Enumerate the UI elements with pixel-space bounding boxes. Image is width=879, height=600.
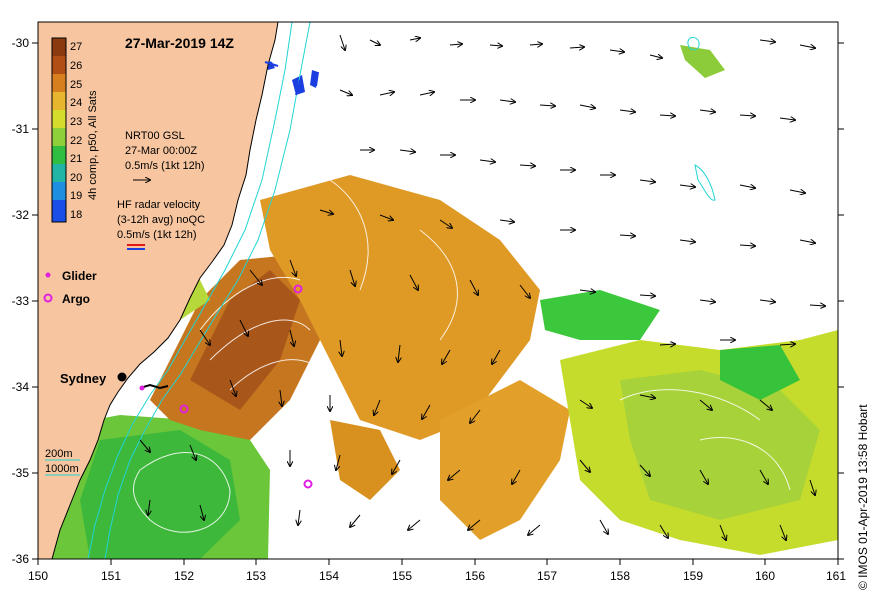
current-vectors	[139, 34, 825, 540]
y-tick-label: -36	[12, 552, 30, 566]
argo-float-2	[179, 404, 189, 414]
gsl-legend-scale: 0.5m/s (1kt 12h)	[125, 160, 204, 172]
sst-contours	[132, 179, 791, 533]
colorbar: 27 26 25 24 23 22 21 20 19 18 4h comp, p…	[51, 37, 99, 223]
sst-patch-north-small	[680, 45, 725, 78]
argo-markers	[179, 284, 313, 489]
hf-radar-vectors	[264, 61, 319, 96]
x-tick-label: 156	[465, 569, 485, 583]
colorbar-tick-label: 18	[70, 209, 82, 221]
y-tick-labels: -30 -31 -32 -33 -34 -35 -36	[12, 36, 30, 566]
depth-legend-1000m: 1000m	[45, 463, 79, 475]
glider-track	[139, 383, 169, 391]
colorbar-tick-label: 19	[70, 190, 82, 202]
land-australia	[38, 22, 279, 559]
x-tick-label: 153	[246, 569, 266, 583]
x-tick-label: 161	[826, 569, 846, 583]
x-tick-label: 160	[755, 569, 775, 583]
colorbar-tick-label: 22	[70, 135, 82, 147]
y-tick-label: -31	[12, 122, 30, 136]
colorbar-tick-label: 26	[70, 60, 82, 72]
colorbar-tick-label: 27	[70, 41, 82, 53]
depth-legend: 200m 1000m	[45, 448, 80, 476]
credit-text: © IMOS 01-Apr-2019 13:58 Hobart	[856, 404, 870, 590]
argo-float-1	[293, 284, 303, 294]
sst-patches	[38, 45, 838, 559]
x-tick-label: 158	[610, 569, 630, 583]
sst-patch-warm-core	[190, 270, 300, 410]
y-tick-label: -33	[12, 294, 30, 308]
argo-legend-symbol	[43, 293, 53, 303]
x-tick-label: 157	[537, 569, 557, 583]
sst-patch-warm-central	[260, 175, 540, 440]
hf-legend-avg: (3-12h avg) noQC	[117, 214, 205, 226]
y-tick-label: -34	[12, 380, 30, 394]
colorbar-tick-label: 23	[70, 116, 82, 128]
x-tick-label: 152	[174, 569, 194, 583]
plot-frame	[37, 21, 839, 560]
x-tick-label: 155	[392, 569, 412, 583]
colorbar-tick-label: 20	[70, 172, 82, 184]
argo-legend-label: Argo	[62, 292, 90, 306]
depth-legend-200m: 200m	[45, 448, 73, 460]
sst-patch-warm-south	[330, 420, 400, 500]
hf-radar-legend: HF radar velocity (3-12h avg) noQC 0.5m/…	[117, 199, 205, 250]
x-tick-label: 151	[101, 569, 121, 583]
gsl-legend-title: NRT00 GSL	[125, 130, 185, 142]
hf-legend-title: HF radar velocity	[117, 199, 201, 211]
hf-legend-scale: 0.5m/s (1kt 12h)	[117, 229, 196, 241]
sydney-marker	[117, 372, 127, 382]
gsl-legend: NRT00 GSL 27-Mar 00:00Z 0.5m/s (1kt 12h)	[125, 130, 204, 180]
glider-legend-label: Glider	[62, 269, 97, 283]
y-tick-label: -35	[12, 466, 30, 480]
gsl-legend-time: 27-Mar 00:00Z	[125, 145, 197, 157]
y-tick-label: -30	[12, 36, 30, 50]
colorbar-label: 4h comp, p50, All Sats	[87, 90, 99, 200]
map-title: 27-Mar-2019 14Z	[125, 35, 234, 51]
colorbar-tick-label: 21	[70, 153, 82, 165]
sst-patch-green-ne	[540, 290, 660, 340]
x-tick-labels: 150 151 152 153 154 155 156 157 158 159 …	[28, 569, 846, 583]
sst-patch-green-ne-b	[720, 345, 800, 400]
colorbar-tick-label: 24	[70, 97, 82, 109]
sst-patch-cool-south-b	[80, 430, 240, 559]
axis-ticks	[32, 42, 844, 565]
colorbar-tick-label: 25	[70, 79, 82, 91]
platform-legend: Glider Argo	[43, 269, 97, 306]
x-tick-label: 154	[319, 569, 339, 583]
argo-float-3	[303, 479, 313, 489]
place-label-sydney: Sydney	[60, 371, 107, 386]
glider-marker	[139, 385, 145, 391]
glider-legend-symbol	[45, 272, 51, 278]
x-tick-label: 150	[28, 569, 48, 583]
bathymetry-contours	[87, 22, 716, 559]
x-tick-label: 159	[683, 569, 703, 583]
y-tick-label: -32	[12, 208, 30, 222]
